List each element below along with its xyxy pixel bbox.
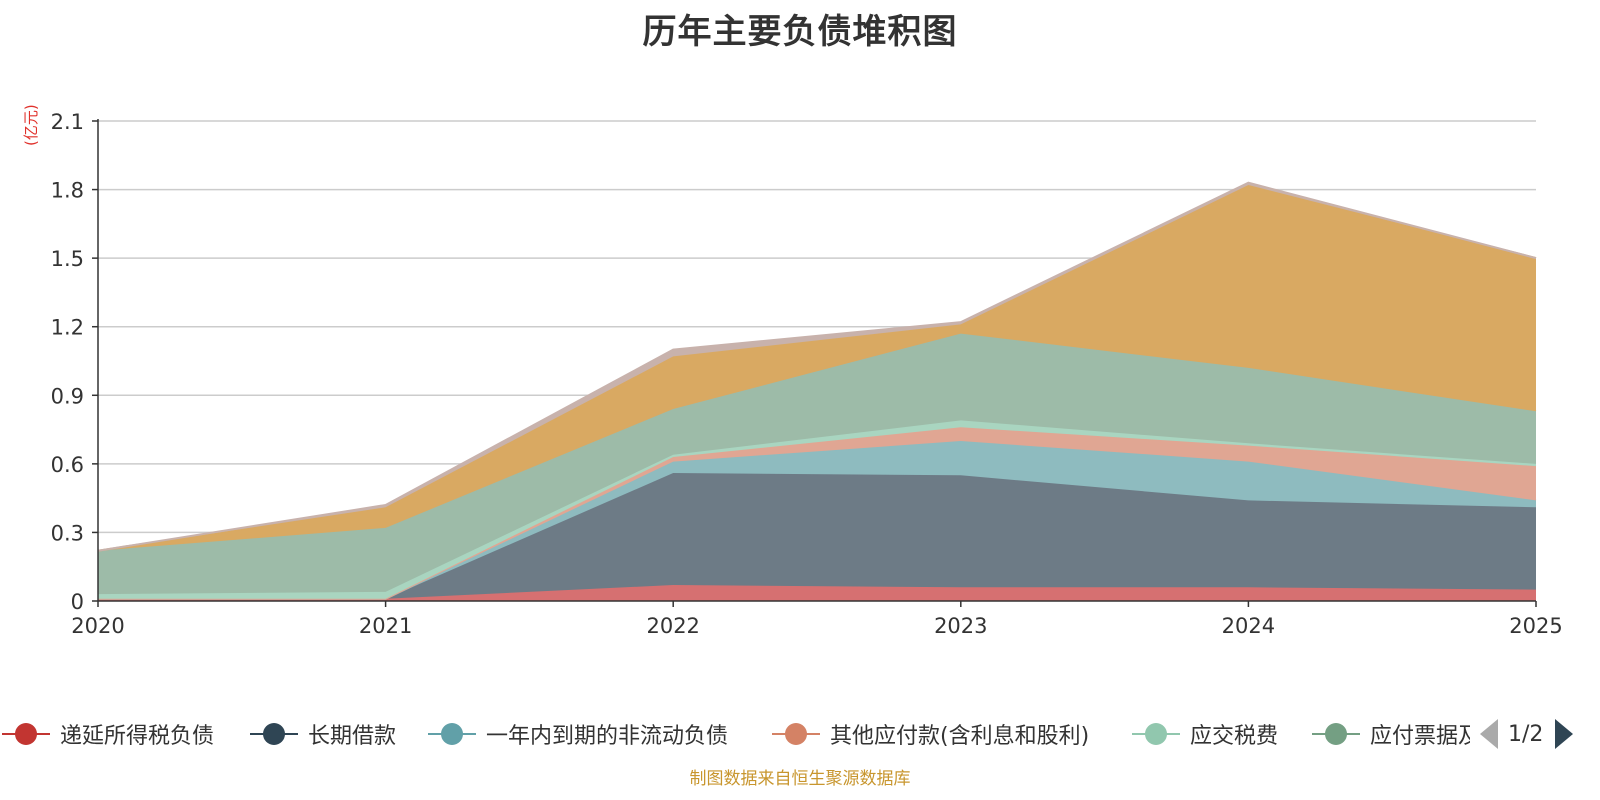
legend-marker-icon — [250, 716, 298, 752]
y-tick-label: 1.8 — [51, 179, 84, 203]
data-source-note: 制图数据来自恒生聚源数据库 — [689, 769, 911, 789]
axes: 0 0.3 0.6 0.9 1.2 1.5 1.8 2.1 2020 2021 2022 2023 20… — [51, 110, 1563, 638]
legend-marker-icon — [1312, 716, 1360, 752]
y-tick-label: 0.6 — [51, 453, 84, 477]
legend-pager: 1/2 — [1480, 716, 1574, 752]
area-6 — [98, 185, 1536, 551]
legend-item[interactable]: 应交税费 — [1132, 716, 1278, 752]
y-tick-label: 0.3 — [51, 521, 84, 545]
legend-page-indicator: 1/2 — [1508, 721, 1544, 747]
legend-label: 递延所得税负债 — [60, 724, 215, 749]
area-5 — [98, 333, 1536, 595]
legend-item[interactable]: 一年内到期的非流动负债 — [428, 716, 728, 752]
legend-label: 一年内到期的非流动负债 — [486, 724, 729, 749]
x-tick-label: 2023 — [934, 614, 987, 638]
legend-item[interactable]: 应付票据及应付账款 — [1312, 716, 1470, 752]
chart-legend: 递延所得税负债 长期借款 一年内到期的非流动负债 其他应付款(含利息和股利) 应交税费 应… — [0, 716, 1470, 756]
legend-marker-icon — [2, 716, 50, 752]
stacked-area-chart: 0 0.3 0.6 0.9 1.2 1.5 1.8 2.1 2020 2021 2022 2023 20… — [51, 110, 1563, 638]
y-tick-label: 1.5 — [51, 247, 84, 271]
x-tick-label: 2022 — [646, 614, 699, 638]
y-tick-label: 0 — [71, 590, 84, 614]
x-tick-label: 2020 — [71, 614, 124, 638]
legend-item[interactable]: 递延所得税负债 — [2, 716, 214, 752]
area-0 — [98, 585, 1536, 601]
legend-label: 长期借款 — [308, 724, 397, 749]
legend-item[interactable]: 其他应付款(含利息和股利) — [772, 716, 1089, 752]
area-edge-7 — [97, 181, 1537, 552]
y-tick-label: 0.9 — [51, 384, 84, 408]
area-series — [97, 181, 1537, 601]
x-tick-label: 2025 — [1509, 614, 1562, 638]
legend-item[interactable]: 长期借款 — [250, 716, 396, 752]
legend-label: 应付票据及应付账款 — [1370, 724, 1470, 749]
x-tick-label: 2021 — [359, 614, 412, 638]
legend-marker-icon — [1132, 716, 1180, 752]
y-tick-label: 2.1 — [51, 110, 84, 134]
legend-next-page-icon[interactable] — [1555, 719, 1574, 749]
legend-label: 其他应付款(含利息和股利) — [830, 724, 1090, 749]
chart-title: 历年主要负债堆积图 — [642, 12, 958, 52]
x-tick-label: 2024 — [1222, 614, 1275, 638]
legend-label: 应交税费 — [1190, 724, 1279, 749]
legend-marker-icon — [428, 716, 476, 752]
legend-marker-icon — [772, 716, 820, 752]
legend-prev-page-icon[interactable] — [1480, 719, 1498, 749]
area-2 — [98, 441, 1536, 599]
y-tick-label: 1.2 — [51, 316, 84, 340]
